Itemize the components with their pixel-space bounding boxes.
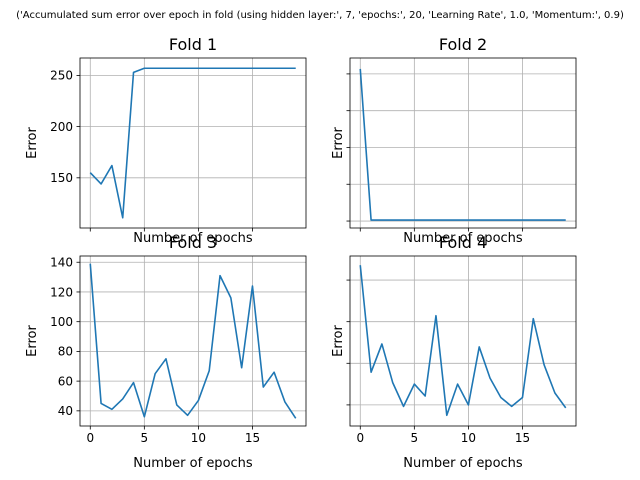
axes-frame <box>79 57 307 229</box>
y-tick-label: 80 <box>58 345 73 359</box>
series-line <box>89 263 297 419</box>
subplot-title: Fold 3 <box>169 233 217 252</box>
figure-suptitle: ('Accumulated sum error over epoch in fo… <box>16 10 624 21</box>
y-axis-label: Error <box>331 127 346 159</box>
x-tick-label: 10 <box>191 431 206 445</box>
y-tick-label: 250 <box>50 69 73 83</box>
axes-frame <box>349 57 577 229</box>
y-tick-label: 140 <box>50 256 73 270</box>
x-axis-label: Number of epochs <box>133 456 253 471</box>
subplot-fold-1: 150 200 250 Number of epochs Error Fold 1 <box>25 35 307 246</box>
y-tick-label: 40 <box>58 404 73 418</box>
x-tick-label: 5 <box>411 431 419 445</box>
y-tick-label: 150 <box>50 171 73 185</box>
x-tick-label: 5 <box>141 431 149 445</box>
y-tick-label: 60 <box>58 374 73 388</box>
x-axis-label: Number of epochs <box>133 231 253 246</box>
series-line <box>359 68 566 221</box>
axes-frame <box>79 255 307 427</box>
y-axis-label: Error <box>25 127 40 159</box>
y-axis-label: Error <box>331 325 346 357</box>
x-axis-label: Number of epochs <box>403 456 523 471</box>
x-tick-label: 0 <box>356 431 364 445</box>
y-axis-label: Error <box>25 325 40 357</box>
x-tick-label: 0 <box>86 431 94 445</box>
subplot-title: Fold 4 <box>439 233 487 252</box>
x-axis-label: Number of epochs <box>403 231 523 246</box>
x-tick-label: 10 <box>461 431 476 445</box>
subplot-fold-3: 0 5 10 15 40 60 80 100 120 140 Number of epochs Err… <box>25 233 307 471</box>
y-tick-label: 120 <box>50 285 73 299</box>
subplot-fold-4: 0 5 10 15 Number of epochs Error Fold 4 <box>331 233 577 471</box>
series-line <box>89 67 296 219</box>
subplot-title: Fold 1 <box>169 35 217 54</box>
x-tick-label: 15 <box>515 431 530 445</box>
series-line <box>359 265 567 417</box>
subplot-fold-2: Number of epochs Error Fold 2 <box>331 35 577 246</box>
y-tick-label: 200 <box>50 120 73 134</box>
x-tick-label: 15 <box>245 431 260 445</box>
subplot-title: Fold 2 <box>439 35 487 54</box>
axes-frame <box>349 255 577 427</box>
y-tick-label: 100 <box>50 315 73 329</box>
